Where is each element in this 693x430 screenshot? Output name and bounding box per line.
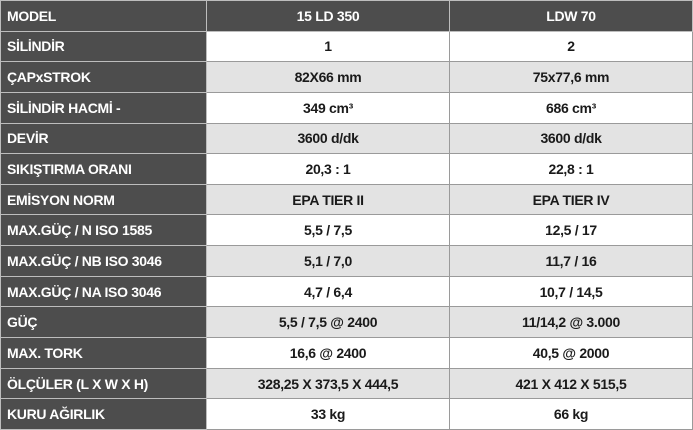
header-row: MODEL 15 LD 350 LDW 70: [0, 0, 693, 32]
value-cell: 82X66 mm: [206, 61, 450, 93]
value-cell: 1: [206, 30, 450, 63]
header-cell: LDW 70: [449, 0, 693, 32]
value-cell: EPA TIER IV: [449, 183, 693, 216]
label-cell: ÖLÇÜLER (L X W X H): [0, 367, 207, 400]
value-cell: 20,3 : 1: [206, 153, 450, 185]
table-row: GÜÇ 5,5 / 7,5 @ 2400 11/14,2 @ 3.000: [0, 306, 693, 339]
header-cell: MODEL: [0, 0, 207, 32]
table-row: SIKIŞTIRMA ORANI 20,3 : 1 22,8 : 1: [0, 153, 693, 185]
table-row: SİLİNDİR HACMİ -349 cm³ 686 cm³: [0, 91, 693, 124]
label-cell: SİLİNDİR HACMİ -: [0, 91, 207, 124]
label-cell: MAX.GÜÇ / N ISO 1585: [0, 214, 207, 247]
table-row: MAX.GÜÇ / N ISO 1585 5,5 / 7,5 12,5 / 17: [0, 214, 693, 247]
value-cell: 75x77,6 mm: [449, 61, 693, 93]
label-cell: SIKIŞTIRMA ORANI: [0, 153, 207, 185]
value-cell: 16,6 @ 2400: [206, 337, 450, 369]
value-cell: 328,25 X 373,5 X 444,5: [206, 367, 450, 400]
value-cell: 2: [449, 30, 693, 63]
label-cell: MAX. TORK: [0, 337, 207, 369]
table-row: MAX.GÜÇ / NA ISO 3046 4,7 / 6,4 10,7 / 14,…: [0, 275, 693, 308]
label-cell: DEVİR: [0, 122, 207, 155]
value-cell: EPA TIER II: [206, 183, 450, 216]
value-cell: 3600 d/dk: [449, 122, 693, 155]
value-cell: 66 kg: [449, 398, 693, 430]
value-cell: 5,1 / 7,0: [206, 245, 450, 277]
label-cell: ÇAPxSTROK: [0, 61, 207, 93]
table-row: KURU AĞIRLIK 33 kg 66 kg: [0, 398, 693, 430]
label-cell: GÜÇ: [0, 306, 207, 339]
value-cell: 5,5 / 7,5: [206, 214, 450, 247]
value-cell: 12,5 / 17: [449, 214, 693, 247]
value-cell: 11,7 / 16: [449, 245, 693, 277]
table-row: SİLİNDİR 1 2: [0, 30, 693, 63]
value-cell: 686 cm³: [449, 91, 693, 124]
label-cell: MAX.GÜÇ / NA ISO 3046: [0, 275, 207, 308]
value-cell: 33 kg: [206, 398, 450, 430]
value-cell: 40,5 @ 2000: [449, 337, 693, 369]
value-cell: 3600 d/dk: [206, 122, 450, 155]
value-cell: 5,5 / 7,5 @ 2400: [206, 306, 450, 339]
table-row: ÇAPxSTROK 82X66 mm 75x77,6 mm: [0, 61, 693, 93]
value-cell: 349 cm³: [206, 91, 450, 124]
header-cell: 15 LD 350: [206, 0, 450, 32]
table-row: MAX. TORK 16,6 @ 2400 40,5 @ 2000: [0, 337, 693, 369]
label-cell: EMİSYON NORM: [0, 183, 207, 216]
table-row: EMİSYON NORM EPA TIER II EPA TIER IV: [0, 183, 693, 216]
value-cell: 10,7 / 14,5: [449, 275, 693, 308]
value-cell: 22,8 : 1: [449, 153, 693, 185]
table-row: ÖLÇÜLER (L X W X H) 328,25 X 373,5 X 444,…: [0, 367, 693, 400]
label-cell: KURU AĞIRLIK: [0, 398, 207, 430]
table-row: MAX.GÜÇ / NB ISO 3046 5,1 / 7,0 11,7 / 16: [0, 245, 693, 277]
table-row: DEVİR 3600 d/dk 3600 d/dk: [0, 122, 693, 155]
value-cell: 421 X 412 X 515,5: [449, 367, 693, 400]
value-cell: 4,7 / 6,4: [206, 275, 450, 308]
label-cell: MAX.GÜÇ / NB ISO 3046: [0, 245, 207, 277]
value-cell: 11/14,2 @ 3.000: [449, 306, 693, 339]
label-cell: SİLİNDİR: [0, 30, 207, 63]
